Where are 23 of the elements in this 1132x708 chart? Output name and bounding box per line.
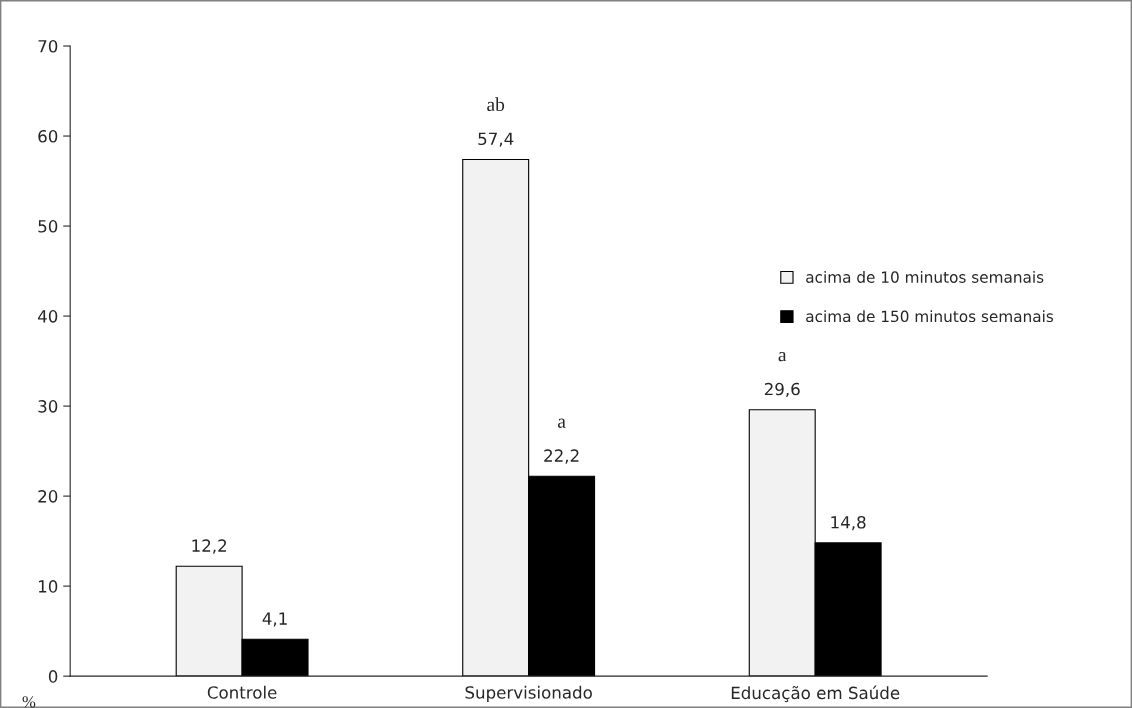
x-tick-label: Controle	[207, 685, 277, 699]
y-tick-label: 40	[37, 310, 58, 323]
y-tick-label: 70	[38, 39, 58, 53]
annotation: a	[778, 351, 787, 362]
legend-label: acima de 150 minutos semanais	[806, 310, 1054, 323]
x-tick-label: Educação em Saúde	[731, 685, 900, 703]
y-tick-label: 0	[48, 670, 58, 683]
data-label: 57,4	[478, 132, 514, 147]
data-label: 22,2	[544, 449, 579, 464]
data-label: 4,1	[262, 612, 287, 627]
y-tick-label: 50	[38, 220, 58, 233]
y-axis-title: %	[22, 696, 36, 708]
y-tick-label: 60	[38, 130, 58, 143]
data-label: 29,6	[764, 382, 800, 398]
y-tick-label: 20	[38, 490, 58, 503]
data-label: 14,8	[831, 515, 866, 531]
annotation: ab	[487, 97, 505, 112]
annotation: a	[557, 418, 566, 428]
x-tick-label: Supervisionado	[465, 685, 592, 702]
legend-label: acima de 10 minutos semanais	[806, 271, 1044, 283]
y-tick-label: 30	[38, 400, 58, 413]
data-label: 12,2	[192, 539, 227, 554]
y-tick-label: 10	[39, 580, 58, 593]
